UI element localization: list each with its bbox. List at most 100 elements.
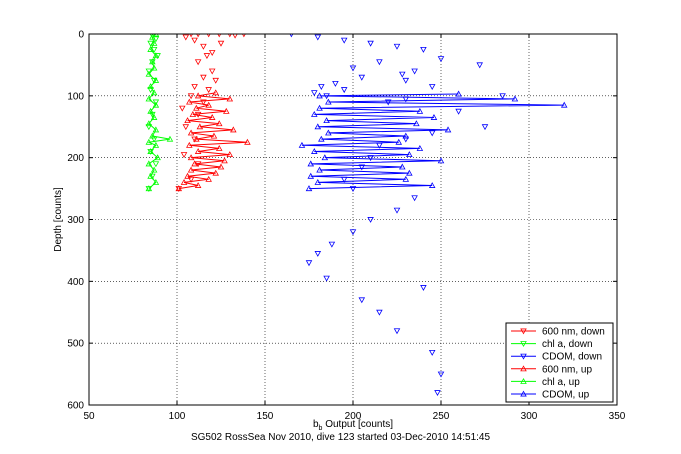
data-point xyxy=(413,120,420,127)
data-point xyxy=(511,95,519,102)
data-point xyxy=(152,99,160,106)
data-point xyxy=(147,40,154,47)
data-point xyxy=(187,166,195,173)
data-point xyxy=(194,148,202,154)
data-point xyxy=(193,135,200,142)
data-point xyxy=(223,107,230,114)
data-point xyxy=(314,178,322,185)
data-point xyxy=(411,195,418,202)
data-point xyxy=(147,148,154,154)
data-point xyxy=(184,117,191,124)
data-point xyxy=(311,110,318,117)
data-point xyxy=(560,101,568,108)
data-point xyxy=(152,126,160,133)
legend-swatch-marker xyxy=(520,365,527,372)
data-point xyxy=(340,37,348,44)
data-point xyxy=(191,136,198,143)
data-point xyxy=(221,157,228,164)
legend-box xyxy=(505,322,614,403)
data-point xyxy=(455,108,462,115)
data-point xyxy=(318,84,325,90)
figure-caption: SG502 RossSea Nov 2010, dive 123 started… xyxy=(190,432,491,443)
data-point xyxy=(230,126,237,133)
data-point xyxy=(349,65,357,72)
series-line xyxy=(178,92,248,190)
y-tick-label: 400 xyxy=(67,277,84,288)
x-axis-label-subscript: b xyxy=(319,425,323,432)
data-point xyxy=(307,160,315,167)
data-point xyxy=(152,34,160,37)
data-point xyxy=(367,217,374,223)
data-point xyxy=(244,138,251,145)
data-point xyxy=(437,56,445,63)
data-point xyxy=(147,172,154,179)
data-point xyxy=(428,182,436,188)
data-point xyxy=(416,107,424,114)
y-tick-label: 300 xyxy=(67,215,84,226)
data-point xyxy=(147,107,154,114)
data-point xyxy=(395,138,403,145)
data-point xyxy=(311,148,318,154)
data-point xyxy=(384,99,392,106)
x-tick-label: 250 xyxy=(433,411,450,422)
x-tick-label: 100 xyxy=(169,411,186,422)
data-point xyxy=(349,186,357,193)
data-point xyxy=(420,285,427,291)
data-point xyxy=(402,136,410,143)
data-point xyxy=(428,130,436,137)
data-point xyxy=(194,182,202,188)
data-point xyxy=(150,64,158,71)
x-axis-label: bb Output [counts] xyxy=(313,419,393,432)
data-point xyxy=(182,34,190,41)
y-tick-label: 100 xyxy=(67,91,84,102)
legend-swatch-marker xyxy=(520,341,527,348)
data-point xyxy=(499,93,506,100)
data-point xyxy=(358,74,366,81)
data-point xyxy=(203,53,211,60)
data-point xyxy=(149,34,156,40)
data-point xyxy=(150,114,158,120)
x-tick-label: 350 xyxy=(609,411,626,422)
data-point xyxy=(150,89,158,96)
data-point xyxy=(332,80,339,87)
data-point xyxy=(402,77,410,84)
data-point xyxy=(200,74,207,81)
data-point xyxy=(200,43,207,50)
y-axis-label: Depth [counts] xyxy=(53,187,64,252)
data-point xyxy=(316,166,323,173)
data-point xyxy=(318,135,325,142)
data-point xyxy=(149,58,156,65)
data-point xyxy=(200,99,207,106)
data-point xyxy=(226,151,234,158)
data-point xyxy=(145,68,153,75)
data-point xyxy=(406,151,413,158)
data-point xyxy=(145,160,153,167)
data-point xyxy=(208,50,216,56)
data-point xyxy=(358,164,366,171)
data-point xyxy=(154,154,161,161)
data-point xyxy=(166,135,174,142)
data-point xyxy=(411,68,418,75)
data-point xyxy=(393,207,401,214)
data-layer xyxy=(145,34,568,397)
data-point xyxy=(205,101,212,108)
series-line xyxy=(301,93,565,190)
data-point xyxy=(205,175,212,182)
legend-label: CDOM, up xyxy=(542,390,590,401)
data-point xyxy=(437,157,445,164)
data-point xyxy=(152,52,160,59)
data-point xyxy=(376,309,383,316)
data-point xyxy=(399,163,406,170)
data-point xyxy=(314,251,322,257)
data-point xyxy=(349,229,357,236)
data-point xyxy=(393,328,401,335)
data-point xyxy=(187,154,195,161)
data-point xyxy=(150,166,158,173)
data-point xyxy=(430,114,438,120)
data-point xyxy=(150,39,158,46)
data-point xyxy=(325,98,332,105)
data-point xyxy=(215,144,223,151)
data-point xyxy=(196,123,204,130)
data-point xyxy=(145,185,153,192)
data-point xyxy=(145,70,153,77)
